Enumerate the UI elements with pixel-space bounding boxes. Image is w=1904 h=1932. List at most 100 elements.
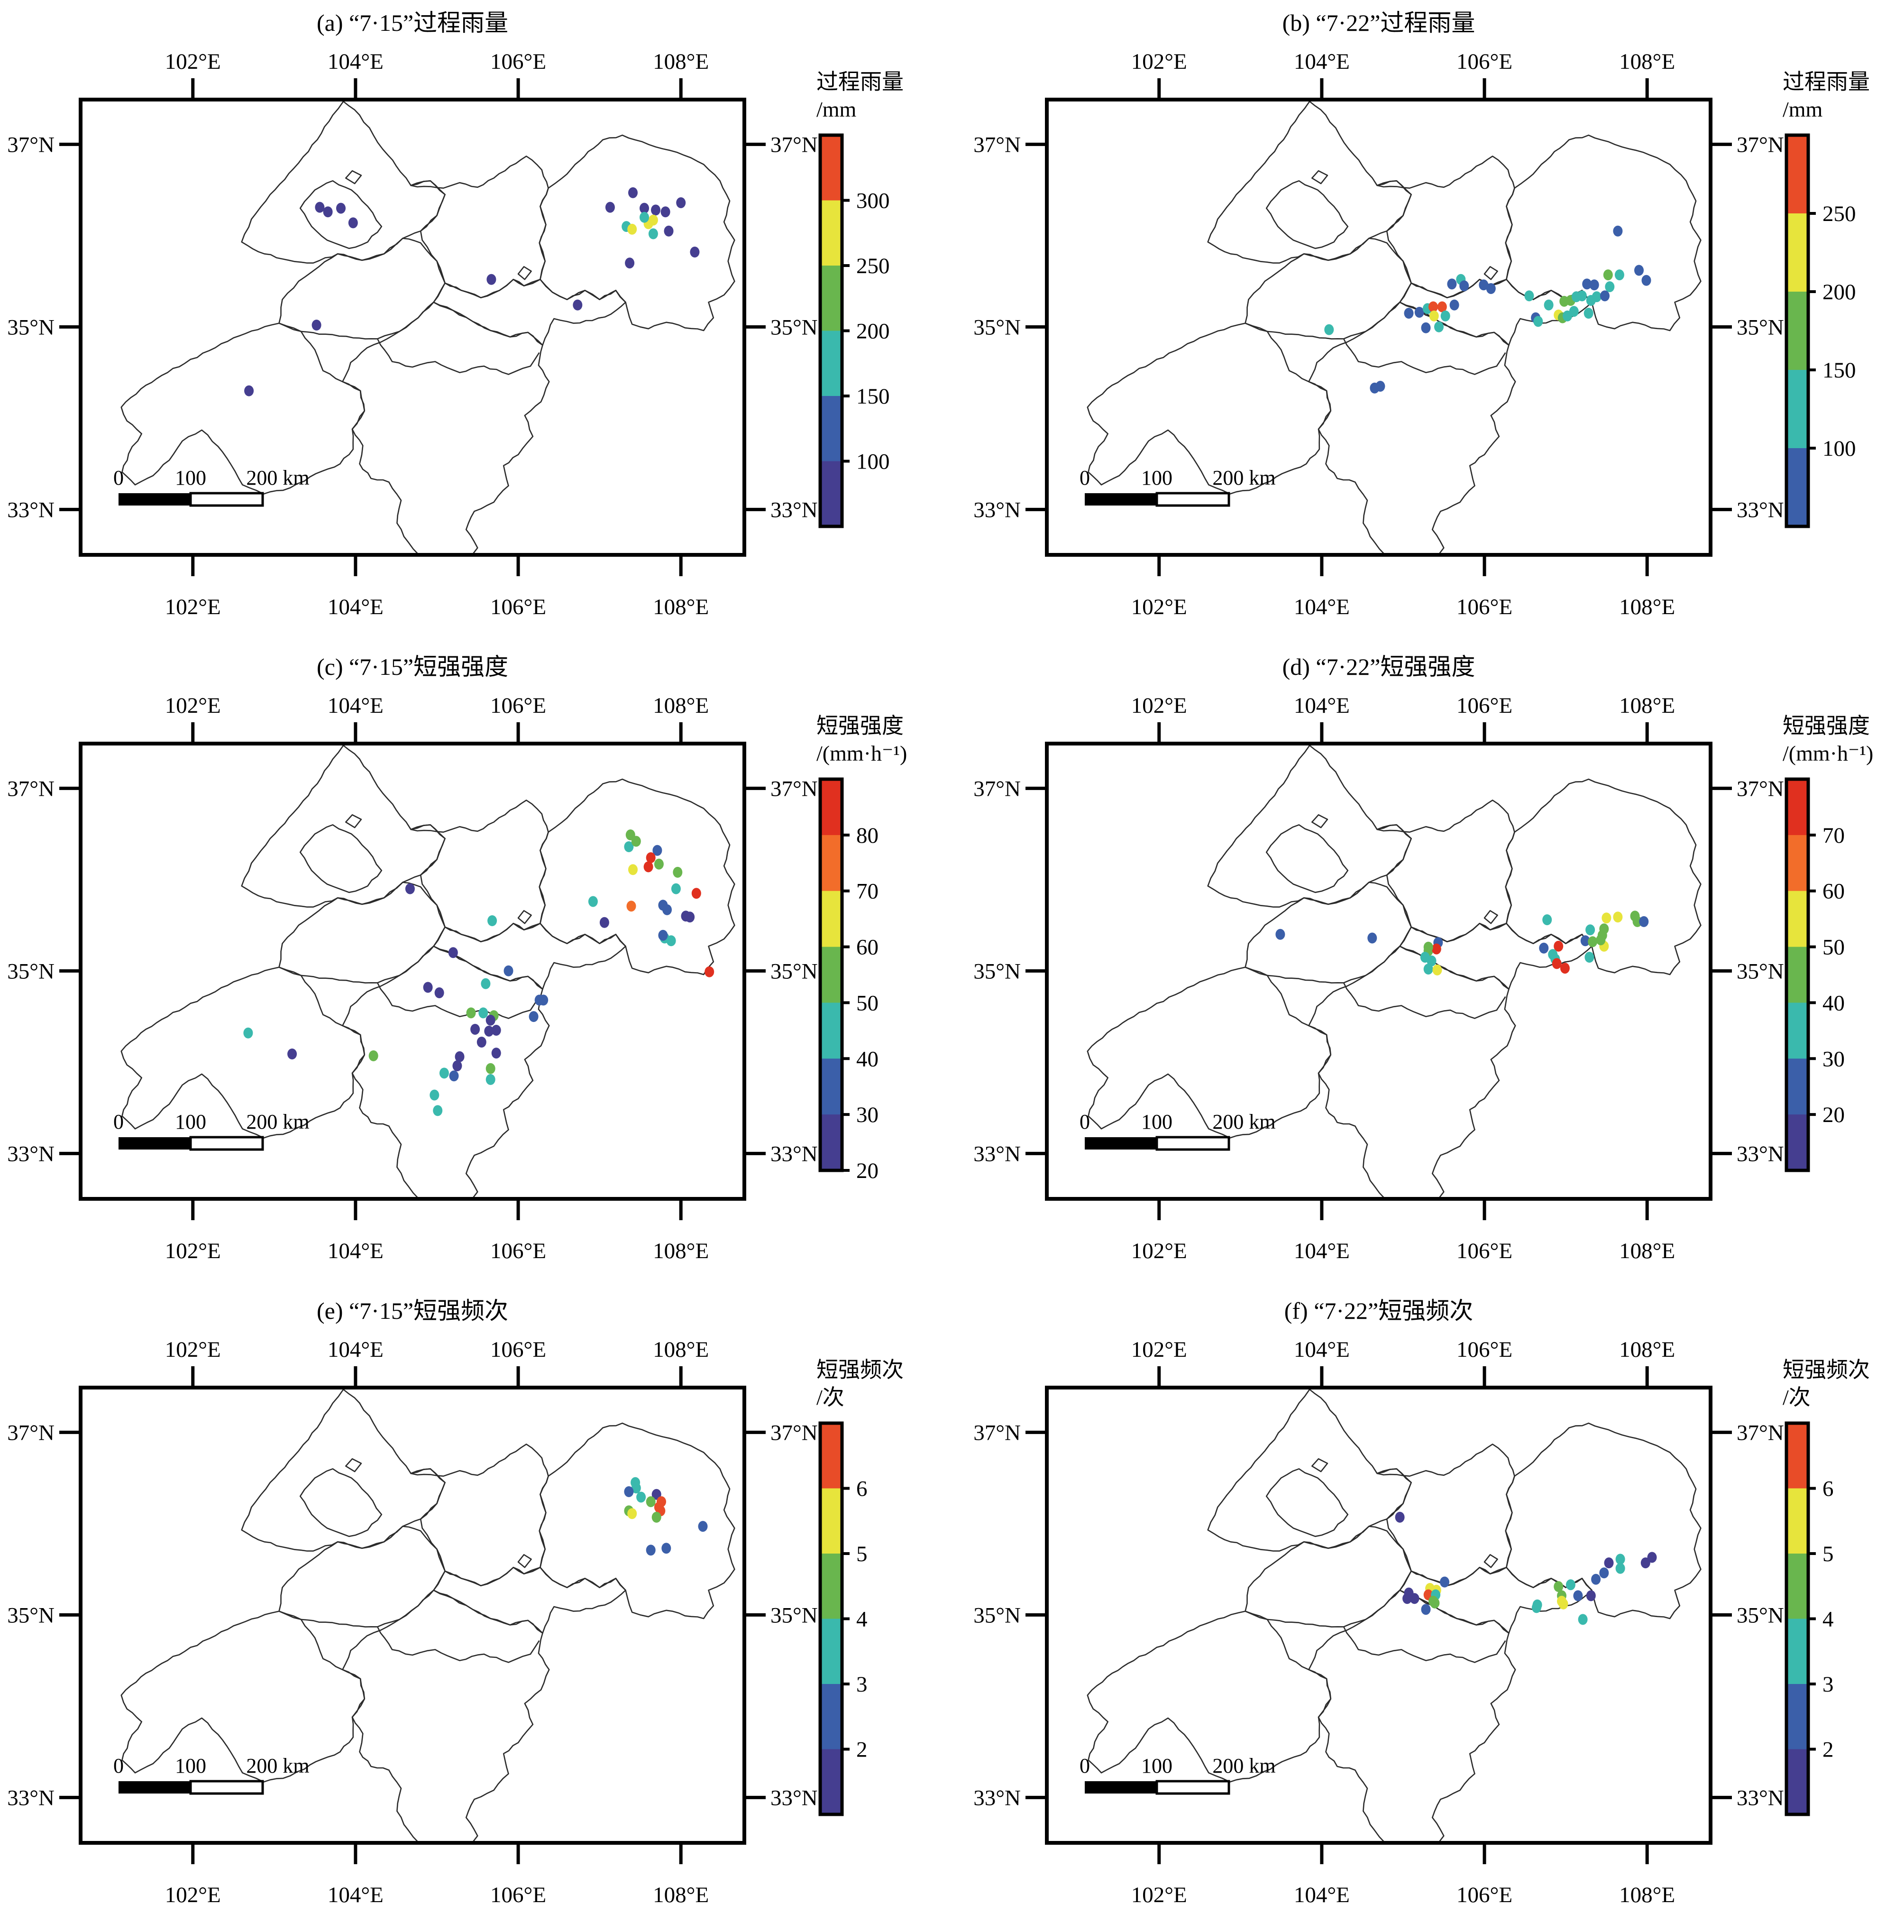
lon-tick-label-top: 108°E (653, 693, 709, 718)
colorbar-tick-label: 60 (856, 935, 879, 960)
lat-tick-label-left: 33°N (7, 1785, 55, 1810)
station-dot (287, 1049, 297, 1059)
station-dot (1324, 324, 1334, 335)
colorbar-title-unit: /mm (816, 97, 857, 121)
province-boundary (120, 1610, 366, 1783)
station-dot (1582, 278, 1592, 290)
lat-tick-label-left: 35°N (7, 959, 55, 984)
panel-b-title: (b) “7·22”过程雨量 (1282, 9, 1475, 36)
station-dot (1459, 280, 1469, 292)
lat-tick-label-right: 35°N (1737, 959, 1784, 984)
scalebar-label: 100 (175, 1110, 206, 1133)
colorbar-segment (820, 779, 842, 836)
colorbar-border (1785, 777, 1810, 1172)
colorbar-tick-label: 100 (1822, 436, 1856, 461)
colorbar-segment (820, 1423, 842, 1489)
province-boundary (1399, 922, 1593, 990)
province-boundary (1087, 966, 1332, 1139)
colorbar-segment (1786, 1058, 1808, 1115)
colorbar-tick-label: 50 (1822, 935, 1845, 960)
lat-tick-label-right: 35°N (770, 315, 818, 340)
district-boundary (1343, 982, 1506, 1019)
station-dot (690, 247, 700, 258)
province-boundary (342, 946, 550, 1199)
station-dot (539, 994, 549, 1006)
station-dot (243, 1027, 253, 1039)
lon-tick-label-bottom: 106°E (490, 595, 546, 619)
station-dot (1569, 306, 1579, 317)
province-boundary (241, 745, 446, 908)
lon-tick-label-top: 106°E (1456, 1337, 1512, 1362)
lat-tick-label-left: 37°N (7, 1420, 55, 1445)
map-frame (1045, 742, 1712, 1201)
scalebar-label: 200 km (246, 1110, 309, 1133)
scalebar-label: 100 (1141, 1754, 1172, 1777)
lat-tick-label-right: 35°N (770, 959, 818, 984)
scalebar-label: 200 km (1212, 466, 1275, 489)
colorbar-title: 过程雨量 (1783, 70, 1870, 94)
colorbar-segment (820, 1554, 842, 1619)
colorbar-segment (1786, 1684, 1808, 1750)
colorbar-tick-label: 4 (1822, 1607, 1834, 1632)
colorbar-tick-label: 150 (1822, 358, 1856, 383)
lon-tick-label-bottom: 102°E (165, 1239, 221, 1263)
province-boundary (1265, 824, 1349, 893)
station-dot (646, 1545, 656, 1556)
province-boundary (1265, 1468, 1349, 1537)
station-dot (433, 1105, 443, 1116)
lat-tick-label-right: 33°N (770, 1141, 818, 1166)
scalebar-label: 0 (1080, 1110, 1090, 1133)
colorbar-segment (820, 1114, 842, 1171)
lat-tick-label-right: 35°N (1737, 1603, 1784, 1628)
station-dot (1404, 308, 1414, 319)
station-dot (654, 858, 664, 870)
lat-tick-label-left: 35°N (7, 1603, 55, 1628)
station-dot (1615, 1563, 1625, 1574)
lat-tick-label-left: 37°N (7, 776, 55, 801)
lat-tick-label-right: 35°N (770, 1603, 818, 1628)
province-boundary (517, 266, 532, 280)
station-dot (485, 1074, 495, 1085)
station-dot (1431, 943, 1441, 955)
station-dot (1634, 265, 1644, 276)
province-boundary (120, 966, 366, 1139)
scalebar-label: 0 (113, 1110, 124, 1133)
station-dot (1565, 1579, 1575, 1591)
scalebar-white-segment (189, 492, 264, 507)
lat-tick-label-left: 33°N (7, 1141, 55, 1166)
map-frame (1045, 1386, 1712, 1845)
lon-tick-label-top: 104°E (1294, 693, 1350, 718)
station-dot (481, 978, 491, 989)
colorbar-tick-label: 4 (856, 1607, 868, 1632)
colorbar-tick-label: 30 (856, 1103, 879, 1127)
lat-tick-label-right: 37°N (770, 132, 818, 157)
lon-tick-label-top: 106°E (490, 693, 546, 718)
lat-tick-label-right: 33°N (770, 497, 818, 522)
colorbar-segment (820, 1058, 842, 1115)
lon-tick-label-top: 108°E (1619, 49, 1675, 74)
map-frame (1045, 98, 1712, 557)
lon-tick-label-bottom: 102°E (165, 1883, 221, 1907)
colorbar-tick-label: 40 (1822, 991, 1845, 1015)
colorbar-title: 过程雨量 (816, 70, 904, 94)
province-boundary (1308, 1590, 1516, 1843)
station-dot (573, 299, 583, 311)
station-dot (484, 1025, 494, 1037)
scalebar-label: 100 (175, 466, 206, 489)
colorbar-segment (820, 461, 842, 527)
station-dot (666, 935, 676, 947)
lon-tick-label-bottom: 108°E (1619, 1883, 1675, 1907)
station-dot (664, 225, 674, 237)
province-boundary (1245, 1526, 1412, 1628)
map-area (120, 745, 735, 1199)
province-boundary (1207, 1389, 1412, 1552)
station-dot (1440, 310, 1450, 322)
scalebar-white-segment (1155, 492, 1230, 507)
colorbar-title-unit: /mm (1783, 97, 1823, 121)
district-boundary (377, 982, 540, 1019)
station-dot (646, 1496, 656, 1508)
lat-tick-label-left: 35°N (973, 959, 1021, 984)
lon-tick-label-top: 108°E (653, 1337, 709, 1362)
lon-tick-label-bottom: 104°E (1294, 1239, 1350, 1263)
map-area (120, 1389, 735, 1843)
